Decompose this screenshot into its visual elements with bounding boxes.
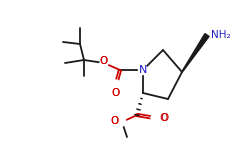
Circle shape (138, 66, 147, 75)
Text: O: O (159, 113, 167, 123)
Text: O: O (100, 56, 108, 66)
Circle shape (151, 114, 159, 122)
Text: N: N (139, 65, 147, 75)
Polygon shape (182, 34, 209, 72)
Text: NH₂: NH₂ (211, 30, 231, 40)
Text: O: O (160, 113, 168, 123)
Text: O: O (111, 116, 119, 126)
Circle shape (100, 59, 108, 67)
Circle shape (118, 118, 126, 126)
Text: O: O (112, 88, 120, 98)
Text: O: O (111, 116, 119, 126)
Text: O: O (100, 56, 108, 66)
Text: O: O (112, 88, 120, 98)
Circle shape (112, 80, 120, 88)
